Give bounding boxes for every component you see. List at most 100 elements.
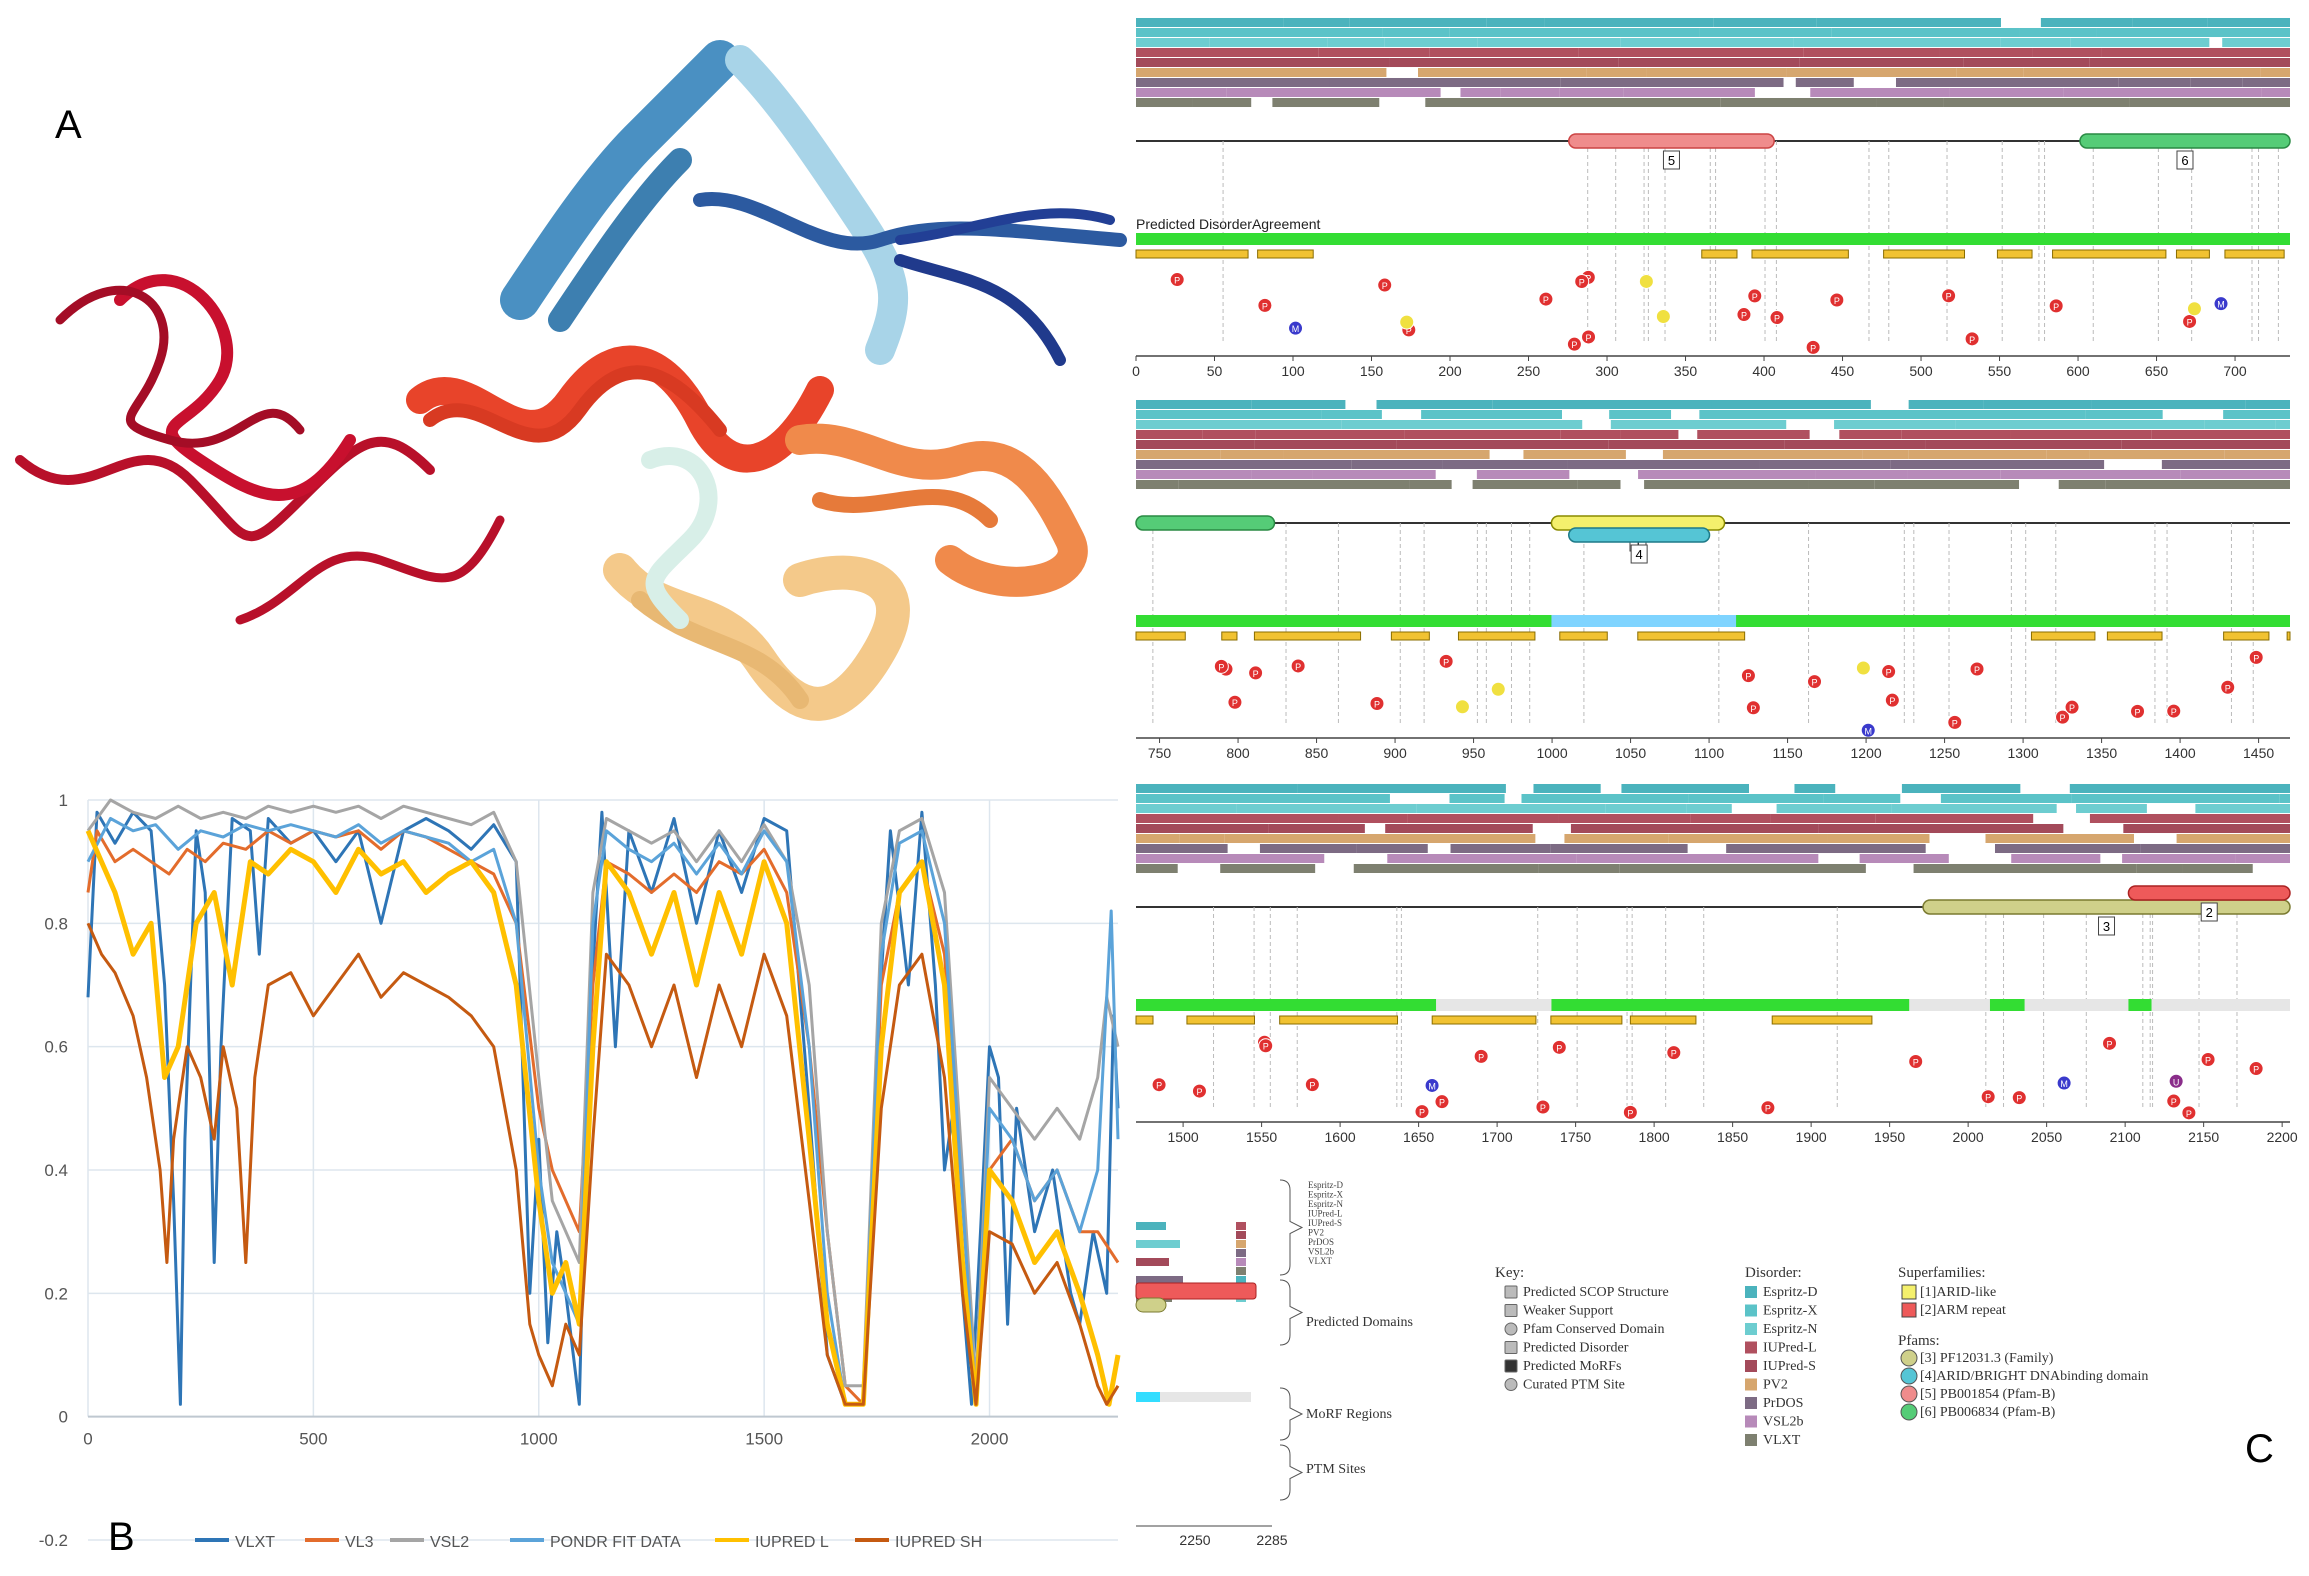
domain-bar: [1568, 133, 1775, 149]
position-tick-label: 1300: [2008, 745, 2039, 761]
ptm-site-marker: [1191, 1083, 1207, 1099]
disorder-track-segment: [1136, 420, 1342, 429]
ptm-site-letter: P: [2187, 317, 2193, 327]
legend-track-name: IUPred-S: [1308, 1218, 1342, 1228]
disorder-track-segment: [1272, 98, 1380, 107]
mini-track-segment: [1136, 1258, 1169, 1266]
red-loop-region: [15, 436, 435, 542]
disorder-track-segment: [2242, 78, 2290, 87]
legend-track-name: VLXT: [1308, 1256, 1332, 1266]
ptm-site-marker: [1807, 674, 1823, 690]
ptm-site-letter: P: [1232, 698, 1238, 708]
legend-disorder-item: Espritz-X: [1763, 1304, 1817, 1319]
disorder-track-segment: [1136, 48, 1319, 57]
disorder-track-segment: [1939, 48, 2033, 57]
disorder-track-segment: [1356, 844, 1428, 853]
ptm-site-letter: P: [1946, 292, 1952, 302]
disorder-track-segment: [1560, 78, 1784, 87]
agreement-segment-blue: [1551, 615, 1737, 627]
legend-label: IUPRED L: [755, 1534, 829, 1551]
position-tick-label: 1200: [1851, 745, 1882, 761]
legend-disorder-item: Espritz-N: [1763, 1322, 1817, 1337]
disorder-track-segment: [1492, 400, 1712, 409]
morf-segment: [1279, 1015, 1399, 1025]
ptm-site-letter: M: [2060, 1079, 2068, 1089]
position-tick-label: 2050: [2031, 1129, 2062, 1145]
d2p2-legend: 2250 2285Espritz-DEspritz-XEspritz-NIUPre…: [1135, 1179, 2148, 1548]
domain-label-box: [1630, 544, 1648, 564]
legend-track-name: VSL2b: [1308, 1247, 1335, 1257]
disorder-track-segment: [1389, 58, 1619, 67]
disorder-track-segment: [2121, 440, 2290, 449]
disorder-agreement-bar: [1136, 233, 2290, 245]
position-tick-label: 1500: [1168, 1129, 1199, 1145]
ptm-site-letter: P: [1156, 1081, 1162, 1091]
disorder-track-segment: [2105, 480, 2290, 489]
legend-superfamily-item: [2]ARM repeat: [1920, 1303, 2006, 1318]
ptm-site-letter: P: [1478, 1052, 1484, 1062]
legend-pfam-item: [5] PB001854 (Pfam-B): [1920, 1387, 2056, 1402]
ptm-site-letter: P: [1750, 704, 1756, 714]
morf-segment: [1771, 1015, 1873, 1025]
d2p2-rows: Predicted DisorderAgreement P P P P P P M P P P P P P…: [1132, 18, 2298, 1145]
ptm-site-letter: M: [2217, 300, 2225, 310]
ptm-site-letter: P: [1406, 326, 1412, 336]
position-tick-label: 50: [1207, 363, 1223, 379]
ptm-site-marker: [1747, 288, 1763, 304]
disorder-track-segment: [1192, 98, 1252, 107]
disorder-track-segment: [1224, 834, 1330, 843]
ptm-site-marker: [1414, 1104, 1430, 1120]
disorder-track-segment: [2260, 68, 2290, 77]
disorder-track-segment: [2190, 78, 2243, 87]
legend-superfamily-swatch: [1901, 1284, 1917, 1300]
position-tick-label: 700: [2223, 363, 2247, 379]
ptm-site-marker: [2181, 1105, 2197, 1121]
ptm-site-marker: [2220, 679, 2236, 695]
ptm-site-marker: [1736, 307, 1752, 323]
disorder-track-segment: [2129, 98, 2290, 107]
mini-track-segment: [1236, 1267, 1246, 1275]
agreement-segment: [1136, 999, 1437, 1011]
disorder-track-segment: [1690, 814, 1771, 823]
ptm-site-marker: [1434, 1094, 1450, 1110]
legend-disorder-item: IUPred-S: [1763, 1359, 1816, 1374]
legend-key-item: Predicted Disorder: [1523, 1341, 1629, 1356]
legend-pfams-title: Pfams:: [1898, 1333, 1940, 1349]
ptm-site-marker: [1304, 1077, 1320, 1093]
ptm-site-letter: P: [1886, 668, 1892, 678]
legend-disorder-item: PV2: [1763, 1378, 1788, 1393]
ptm-site-letter: P: [2107, 1039, 2113, 1049]
mint-loop: [641, 447, 718, 629]
disorder-track-segment: [1907, 470, 2001, 479]
morf-segment: [1751, 249, 1849, 259]
disorder-track-segment: [1874, 480, 2020, 489]
position-tick-label: 950: [1462, 745, 1486, 761]
ptm-site-letter: P: [1253, 669, 1259, 679]
domain-bar: [1135, 515, 1276, 531]
morf-segment: [2030, 631, 2096, 641]
position-tick-label: 1450: [2243, 745, 2274, 761]
series-line-pondr-fit-data: [86, 817, 1120, 1406]
disorder-track-segment: [1786, 68, 1957, 77]
panel-c-label: C: [2245, 1427, 2274, 1471]
position-tick-label: 1700: [1482, 1129, 1513, 1145]
disorder-track-segment: [1827, 834, 1930, 843]
disorder-track-segment: [1136, 784, 1298, 793]
disorder-track-segment: [1570, 824, 1819, 833]
disorder-track-segment: [1834, 420, 1956, 429]
disorder-track-segment: [1699, 410, 1835, 419]
disorder-track-segment: [2019, 28, 2097, 37]
disorder-track-segment: [1759, 460, 1891, 469]
position-tick-label: 250: [1517, 363, 1541, 379]
mini-axis-tick: 2250: [1179, 1532, 1210, 1548]
disorder-track-segment: [1831, 28, 2020, 37]
disorder-track-segment: [1179, 834, 1225, 843]
ptm-site-marker: [1574, 274, 1590, 290]
disorder-track-segment: [1795, 78, 1854, 87]
legend-track-name: Espritz-D: [1308, 1180, 1343, 1190]
disorder-track-segment: [1220, 864, 1316, 873]
ptm-site-marker: [1399, 314, 1415, 330]
disorder-track-segment: [2000, 38, 2071, 47]
disorder-track-segment: [1834, 410, 2086, 419]
ptm-site-marker: [1227, 694, 1243, 710]
